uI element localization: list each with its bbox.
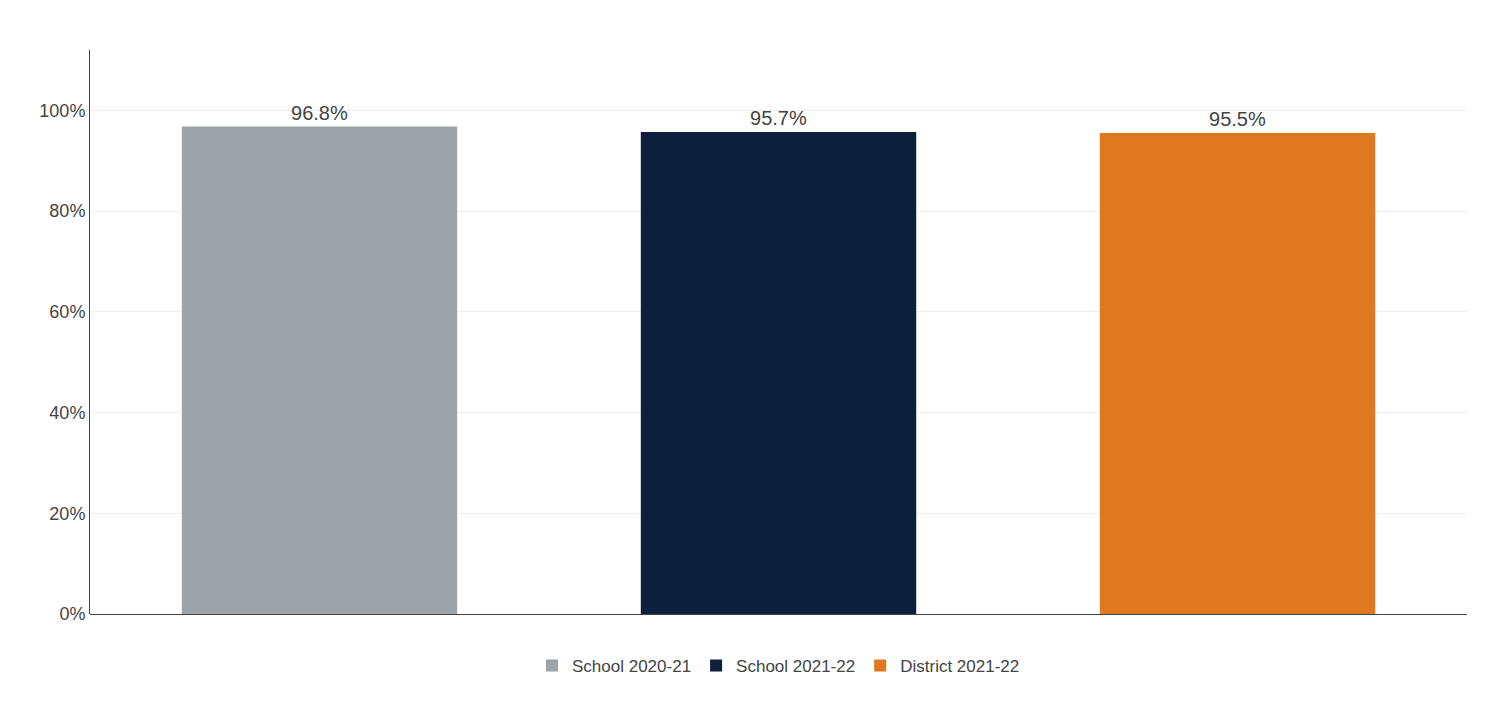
svg-text:School 2021-22: School 2021-22 xyxy=(736,657,855,676)
svg-text:100%: 100% xyxy=(39,101,85,121)
svg-text:80%: 80% xyxy=(49,201,85,221)
svg-text:School 2020-21: School 2020-21 xyxy=(572,657,691,676)
svg-text:20%: 20% xyxy=(49,504,85,524)
svg-text:95.5%: 95.5% xyxy=(1209,108,1266,130)
svg-text:0%: 0% xyxy=(59,604,85,624)
svg-text:District 2021-22: District 2021-22 xyxy=(900,657,1019,676)
svg-text:95.7%: 95.7% xyxy=(750,107,807,129)
svg-text:96.8%: 96.8% xyxy=(291,102,348,124)
svg-text:60%: 60% xyxy=(49,302,85,322)
svg-text:40%: 40% xyxy=(49,403,85,423)
